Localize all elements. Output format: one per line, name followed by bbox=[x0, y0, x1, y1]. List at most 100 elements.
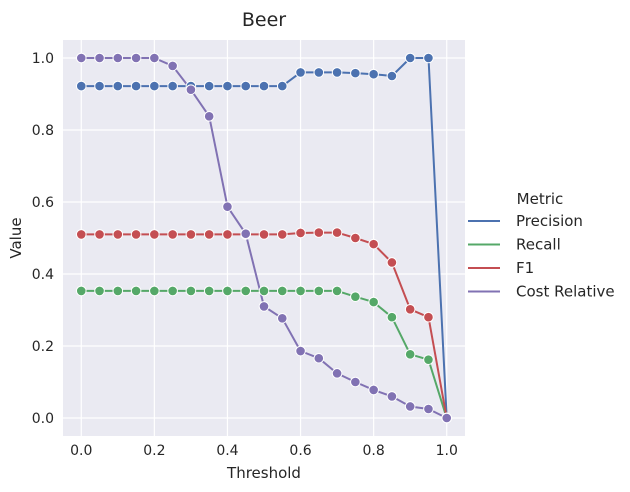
data-point bbox=[313, 67, 325, 78]
y-tick-label: 0.8 bbox=[32, 123, 54, 139]
x-axis-label: Threshold bbox=[226, 464, 301, 482]
data-point bbox=[75, 229, 87, 240]
data-point bbox=[240, 285, 252, 297]
data-point bbox=[404, 52, 416, 64]
data-point bbox=[258, 301, 270, 312]
data-point bbox=[167, 229, 178, 240]
data-point bbox=[313, 285, 325, 297]
data-point bbox=[331, 227, 343, 238]
data-point bbox=[130, 52, 142, 64]
data-point bbox=[185, 84, 197, 95]
data-point bbox=[222, 80, 233, 92]
data-point bbox=[222, 201, 233, 212]
data-point bbox=[222, 285, 233, 297]
data-point bbox=[295, 227, 306, 239]
data-point bbox=[258, 285, 270, 297]
data-point bbox=[423, 354, 434, 365]
data-point bbox=[258, 229, 270, 240]
data-point bbox=[404, 401, 416, 412]
data-point bbox=[350, 232, 361, 244]
data-point bbox=[368, 68, 379, 80]
legend-label: F1 bbox=[516, 259, 534, 277]
data-point bbox=[130, 229, 142, 240]
data-point bbox=[240, 228, 252, 239]
data-point bbox=[203, 285, 215, 297]
y-tick-label: 0.4 bbox=[32, 267, 54, 283]
data-point bbox=[276, 80, 288, 92]
y-tick-label: 1.0 bbox=[32, 51, 54, 67]
data-point bbox=[386, 391, 398, 402]
data-point bbox=[75, 80, 87, 92]
data-point bbox=[331, 67, 343, 78]
legend-title: Metric bbox=[517, 190, 564, 208]
data-point bbox=[112, 52, 124, 64]
data-point bbox=[295, 285, 306, 297]
data-point bbox=[295, 345, 306, 357]
data-point bbox=[276, 285, 288, 297]
data-point bbox=[167, 60, 178, 72]
data-point bbox=[386, 70, 398, 82]
data-point bbox=[149, 229, 160, 240]
y-tick-label: 0.2 bbox=[32, 339, 54, 355]
data-point bbox=[386, 311, 398, 323]
data-point bbox=[423, 311, 434, 323]
data-point bbox=[94, 285, 105, 297]
data-point bbox=[112, 229, 124, 240]
legend-label: Cost Relative bbox=[516, 283, 615, 301]
data-point bbox=[368, 238, 379, 250]
data-point bbox=[240, 80, 252, 92]
data-point bbox=[112, 80, 124, 92]
data-point bbox=[276, 312, 288, 324]
data-point bbox=[350, 291, 361, 302]
data-point bbox=[94, 80, 105, 92]
data-point bbox=[313, 227, 325, 238]
data-point bbox=[295, 67, 306, 78]
data-point bbox=[149, 52, 160, 64]
x-tick-label: 0.4 bbox=[216, 443, 238, 459]
data-point bbox=[350, 376, 361, 388]
y-tick-label: 0.0 bbox=[32, 411, 54, 427]
y-axis-label: Value bbox=[7, 217, 25, 258]
data-point bbox=[112, 285, 124, 297]
data-point bbox=[185, 229, 197, 240]
data-point bbox=[423, 403, 434, 415]
data-point bbox=[276, 229, 288, 240]
y-tick-label: 0.6 bbox=[32, 195, 54, 211]
data-point bbox=[368, 296, 379, 308]
data-point bbox=[331, 368, 343, 379]
data-point bbox=[94, 52, 105, 64]
data-point bbox=[167, 285, 178, 297]
data-point bbox=[313, 352, 325, 364]
data-point bbox=[149, 80, 160, 92]
data-point bbox=[75, 285, 87, 297]
data-point bbox=[441, 412, 453, 424]
legend-label: Precision bbox=[516, 212, 583, 230]
data-point bbox=[258, 80, 270, 92]
data-point bbox=[368, 384, 379, 396]
data-point bbox=[331, 285, 343, 297]
legend: Metric Precision Recall F1 Cost Relative bbox=[468, 190, 615, 301]
data-point bbox=[203, 229, 215, 240]
tick-labels: 0.0 0.2 0.4 0.6 0.8 1.0 0.0 0.2 0.4 0.6 0.8 1.0 bbox=[32, 51, 458, 459]
x-tick-label: 0.2 bbox=[143, 443, 165, 459]
data-point bbox=[75, 52, 87, 64]
chart-title: Beer bbox=[242, 9, 286, 31]
data-point bbox=[404, 348, 416, 360]
data-point bbox=[167, 80, 178, 92]
data-point bbox=[130, 80, 142, 92]
series-points bbox=[75, 52, 453, 424]
data-point bbox=[222, 229, 233, 240]
data-point bbox=[423, 52, 434, 64]
x-tick-label: 0.0 bbox=[70, 443, 92, 459]
data-point bbox=[350, 67, 361, 79]
data-point bbox=[203, 111, 215, 122]
data-point bbox=[185, 285, 197, 297]
data-point bbox=[94, 229, 105, 240]
data-point bbox=[130, 285, 142, 297]
x-tick-label: 1.0 bbox=[436, 443, 458, 459]
x-tick-label: 0.6 bbox=[289, 443, 311, 459]
x-tick-label: 0.8 bbox=[363, 443, 385, 459]
data-point bbox=[404, 303, 416, 315]
data-point bbox=[149, 285, 160, 297]
